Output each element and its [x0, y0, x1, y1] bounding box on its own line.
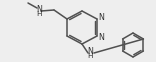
Text: H: H — [87, 54, 93, 60]
Text: N: N — [98, 14, 104, 23]
Text: N: N — [87, 47, 93, 56]
Text: N: N — [36, 5, 42, 14]
Text: N: N — [98, 32, 104, 41]
Text: H: H — [36, 11, 42, 17]
